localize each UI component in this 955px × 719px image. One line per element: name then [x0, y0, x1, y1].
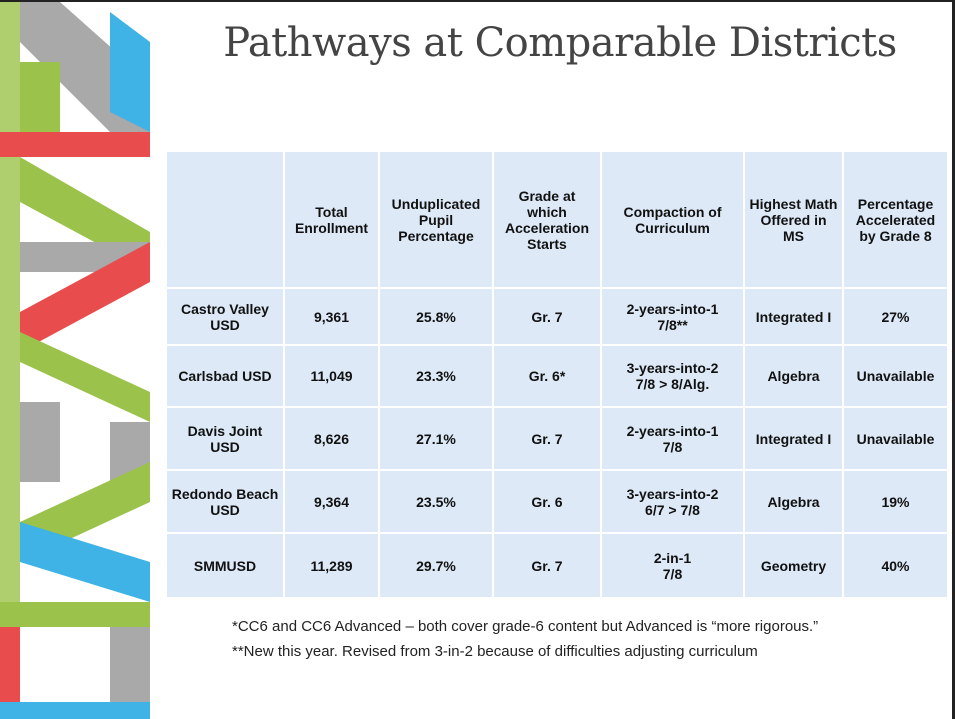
district-cell: Redondo Beach USD: [165, 469, 285, 534]
data-cell: 3-years-into-2 7/8 > 8/Alg.: [600, 344, 745, 408]
table-row: SMMUSD 11,289 29.7% Gr. 7 2-in-1 7/8 Geometry…: [165, 532, 949, 599]
data-cell: 11,049: [283, 344, 380, 408]
table-row: Davis Joint USD 8,626 27.1% Gr. 7 2-years-in…: [165, 406, 949, 471]
district-cell: SMMUSD: [165, 532, 285, 599]
data-cell: 29.7%: [378, 532, 494, 599]
data-cell: Gr. 6*: [492, 344, 602, 408]
header-cell: Highest Math Offered in MS: [743, 150, 844, 289]
header-cell: Total Enrollment: [283, 150, 380, 289]
footnotes: *CC6 and CC6 Advanced – both cover grade…: [232, 614, 818, 664]
comparison-table: Total Enrollment Unduplicated Pupil Perce…: [165, 150, 949, 599]
data-cell: Gr. 7: [492, 406, 602, 471]
data-cell: Algebra: [743, 344, 844, 408]
data-cell: 2-in-1 7/8: [600, 532, 745, 599]
data-cell: 40%: [842, 532, 949, 599]
data-cell: Geometry: [743, 532, 844, 599]
header-cell: Unduplicated Pupil Percentage: [378, 150, 494, 289]
data-cell: 23.3%: [378, 344, 494, 408]
data-cell: Gr. 6: [492, 469, 602, 534]
data-cell: Gr. 7: [492, 532, 602, 599]
header-cell: Compaction of Curriculum: [600, 150, 745, 289]
district-cell: Castro Valley USD: [165, 287, 285, 346]
footnote: *CC6 and CC6 Advanced – both cover grade…: [232, 618, 819, 635]
table-row: Castro Valley USD 9,361 25.8% Gr. 7 2-years-…: [165, 287, 949, 346]
data-cell: Algebra: [743, 469, 844, 534]
data-cell: Unavailable: [842, 406, 949, 471]
district-cell: Davis Joint USD: [165, 406, 285, 471]
header-cell: Grade at which Acceleration Starts: [492, 150, 602, 289]
data-cell: 27%: [842, 287, 949, 346]
data-cell: 27.1%: [378, 406, 494, 471]
logo-decoration: [0, 2, 150, 719]
data-cell: 23.5%: [378, 469, 494, 534]
table-row: Carlsbad USD 11,049 23.3% Gr. 6* 3-years-int…: [165, 344, 949, 408]
header-cell: [165, 150, 285, 289]
data-cell: Gr. 7: [492, 287, 602, 346]
data-cell: 9,361: [283, 287, 380, 346]
data-cell: 3-years-into-2 6/7 > 7/8: [600, 469, 745, 534]
footnote: **New this year. Revised from 3-in-2 bec…: [232, 643, 758, 660]
data-cell: 2-years-into-1 7/8: [600, 406, 745, 471]
data-cell: 19%: [842, 469, 949, 534]
data-cell: 9,364: [283, 469, 380, 534]
data-cell: 11,289: [283, 532, 380, 599]
data-cell: Unavailable: [842, 344, 949, 408]
data-cell: 2-years-into-1 7/8**: [600, 287, 745, 346]
data-cell: Integrated I: [743, 406, 844, 471]
slide-title: Pathways at Comparable Districts: [223, 20, 897, 66]
data-cell: Integrated I: [743, 287, 844, 346]
data-cell: 25.8%: [378, 287, 494, 346]
table-row: Redondo Beach USD 9,364 23.5% Gr. 6 3-years-…: [165, 469, 949, 534]
data-cell: 8,626: [283, 406, 380, 471]
header-row: Total Enrollment Unduplicated Pupil Perce…: [165, 150, 949, 289]
header-cell: Percentage Accelerated by Grade 8: [842, 150, 949, 289]
district-cell: Carlsbad USD: [165, 344, 285, 408]
